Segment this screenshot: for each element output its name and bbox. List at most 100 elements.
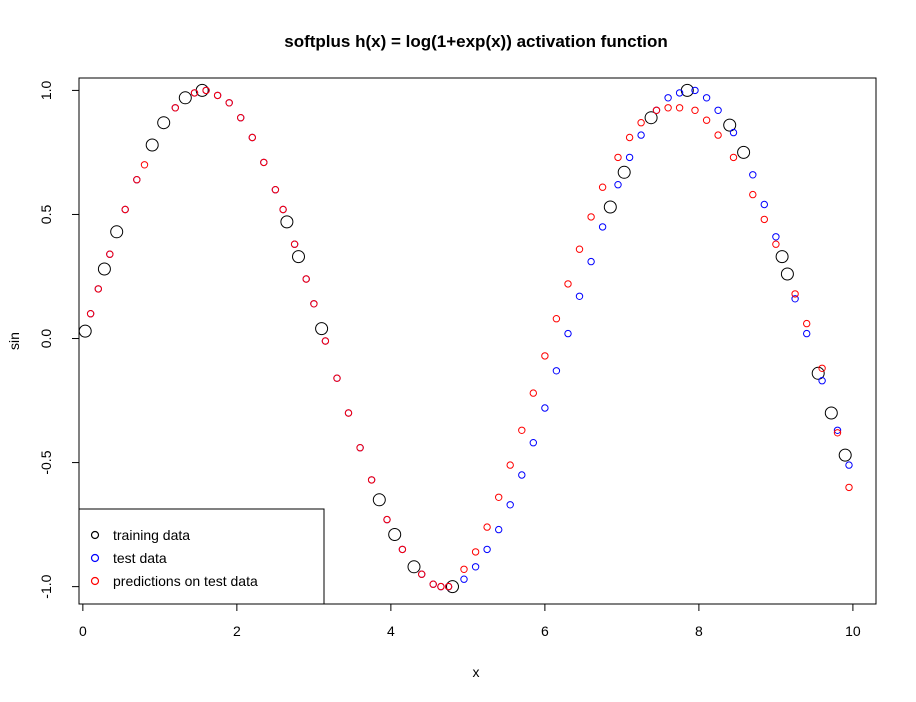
training-point [446, 580, 459, 594]
test-point [518, 471, 526, 479]
prediction-point [321, 337, 330, 345]
prediction-point [637, 119, 645, 127]
training-point [178, 91, 192, 105]
prediction-point [664, 104, 672, 112]
test-point [664, 94, 672, 102]
test-point [818, 377, 826, 385]
prediction-point [213, 91, 222, 100]
x-axis-label: x [473, 664, 480, 680]
prediction-point [691, 106, 699, 115]
x-axis: 0 2 4 6 8 10 [79, 603, 861, 639]
legend-marker [90, 576, 100, 586]
y-axis-label: sin [6, 332, 22, 350]
prediction-point [729, 153, 738, 162]
prediction-point [437, 582, 445, 591]
prediction-point [471, 548, 480, 556]
prediction-point [483, 523, 491, 531]
prediction-point [625, 133, 634, 142]
prediction-point [552, 315, 561, 323]
training-point [388, 528, 402, 541]
training-point [110, 225, 124, 239]
test-point [845, 461, 853, 469]
prediction-point [460, 565, 468, 573]
legend-marker [90, 553, 100, 563]
test-point [729, 128, 738, 137]
prediction-point [652, 106, 661, 115]
prediction-point [302, 275, 310, 283]
test-point [587, 257, 595, 266]
y-tick-label: -1.0 [38, 574, 54, 598]
prediction-point [845, 483, 853, 492]
prediction-point [344, 409, 353, 417]
prediction-point [190, 89, 199, 97]
x-tick-label: 10 [845, 623, 861, 639]
test-point [637, 131, 645, 139]
test-point [564, 329, 572, 338]
legend-label: test data [113, 550, 167, 566]
prediction-point [310, 300, 318, 308]
test-point [702, 94, 711, 102]
test-point [506, 501, 514, 509]
y-axis: -1.0 -0.5 0.0 0.5 1.0 [38, 80, 80, 599]
prediction-point [106, 250, 114, 258]
training-point [723, 118, 737, 132]
test-point [471, 563, 480, 571]
prediction-point [356, 444, 364, 452]
y-tick-label: 0.5 [38, 205, 54, 225]
test-point [833, 426, 842, 434]
legend: training data test data predictions on tes… [78, 508, 325, 605]
prediction-point [833, 429, 842, 437]
y-tick-label: 0.0 [38, 329, 54, 349]
prediction-point [202, 86, 210, 95]
prediction-point [541, 352, 549, 360]
prediction-point [260, 158, 268, 167]
x-tick-label: 6 [541, 623, 549, 639]
prediction-point [133, 176, 141, 184]
prediction-point [86, 310, 95, 318]
test-point [714, 106, 722, 115]
prediction-point [714, 131, 722, 139]
test-point [760, 200, 768, 209]
prediction-point [818, 364, 826, 372]
training-point [811, 366, 825, 380]
training-point [780, 267, 794, 281]
training-point [838, 448, 852, 462]
training-point [372, 493, 386, 507]
prediction-point [506, 461, 514, 469]
test-point [541, 404, 549, 412]
prediction-point [495, 493, 503, 501]
training-point [775, 250, 789, 264]
prediction-point [772, 240, 780, 248]
training-point [315, 322, 329, 336]
training-point [737, 145, 751, 159]
training-point [145, 138, 159, 152]
prediction-point [271, 186, 280, 194]
prediction-point [529, 389, 537, 397]
prediction-point [237, 114, 245, 122]
training-point [292, 250, 305, 264]
test-point [614, 181, 622, 189]
prediction-point [429, 580, 437, 588]
training-point [407, 560, 421, 574]
y-tick-label: -0.5 [38, 450, 54, 474]
prediction-point [587, 213, 595, 221]
training-point [280, 215, 294, 229]
prediction-point [367, 476, 376, 484]
x-tick-label: 2 [233, 623, 241, 639]
test-point [803, 329, 811, 338]
prediction-point [575, 245, 584, 253]
test-point [625, 153, 634, 162]
test-point [598, 223, 607, 231]
chart-title: softplus h(x) = log(1+exp(x)) activation… [284, 32, 667, 51]
training-point [97, 262, 111, 276]
prediction-point [398, 545, 407, 554]
training-point [644, 111, 658, 125]
prediction-point [760, 215, 768, 224]
prediction-point [444, 582, 453, 591]
prediction-point [383, 515, 391, 524]
test-point [483, 545, 491, 554]
test-point [495, 525, 503, 534]
prediction-point [518, 426, 526, 434]
prediction-point [564, 280, 572, 288]
training-point [157, 116, 171, 130]
